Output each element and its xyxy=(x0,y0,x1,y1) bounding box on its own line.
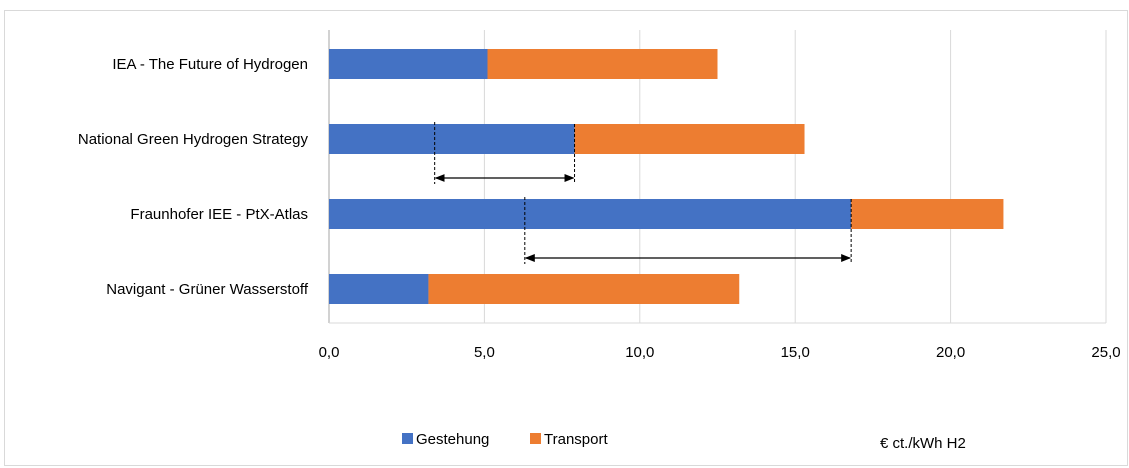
bar-transport xyxy=(488,49,718,79)
category-labels: IEA - The Future of Hydrogen National Gre… xyxy=(78,56,309,298)
bar-gestehung xyxy=(329,274,428,304)
bar-transport xyxy=(851,199,1003,229)
bar-transport xyxy=(428,274,739,304)
legend-swatch-transport xyxy=(530,433,541,444)
x-tick-label: 20,0 xyxy=(936,344,965,361)
x-tick-label: 5,0 xyxy=(474,344,495,361)
x-tick-label: 10,0 xyxy=(625,344,654,361)
legend-label-transport: Transport xyxy=(544,431,608,448)
category-label: Fraunhofer IEE - PtX-Atlas xyxy=(130,206,308,223)
x-tick-label: 0,0 xyxy=(319,344,340,361)
bar-gestehung xyxy=(329,199,851,229)
legend: Gestehung Transport xyxy=(402,431,608,448)
x-tick-label: 25,0 xyxy=(1091,344,1120,361)
x-tick-labels: 0,0 5,0 10,0 15,0 20,0 25,0 xyxy=(319,344,1121,361)
category-label: Navigant - Grüner Wasserstoff xyxy=(106,281,309,298)
bars xyxy=(329,49,1003,304)
category-label: IEA - The Future of Hydrogen xyxy=(112,56,308,73)
bar-transport xyxy=(575,124,805,154)
category-label: National Green Hydrogen Strategy xyxy=(78,131,309,148)
legend-label-gestehung: Gestehung xyxy=(416,431,489,448)
legend-swatch-gestehung xyxy=(402,433,413,444)
bar-gestehung xyxy=(329,124,575,154)
bar-gestehung xyxy=(329,49,488,79)
unit-label: € ct./kWh H2 xyxy=(880,435,966,452)
x-tick-label: 15,0 xyxy=(781,344,810,361)
